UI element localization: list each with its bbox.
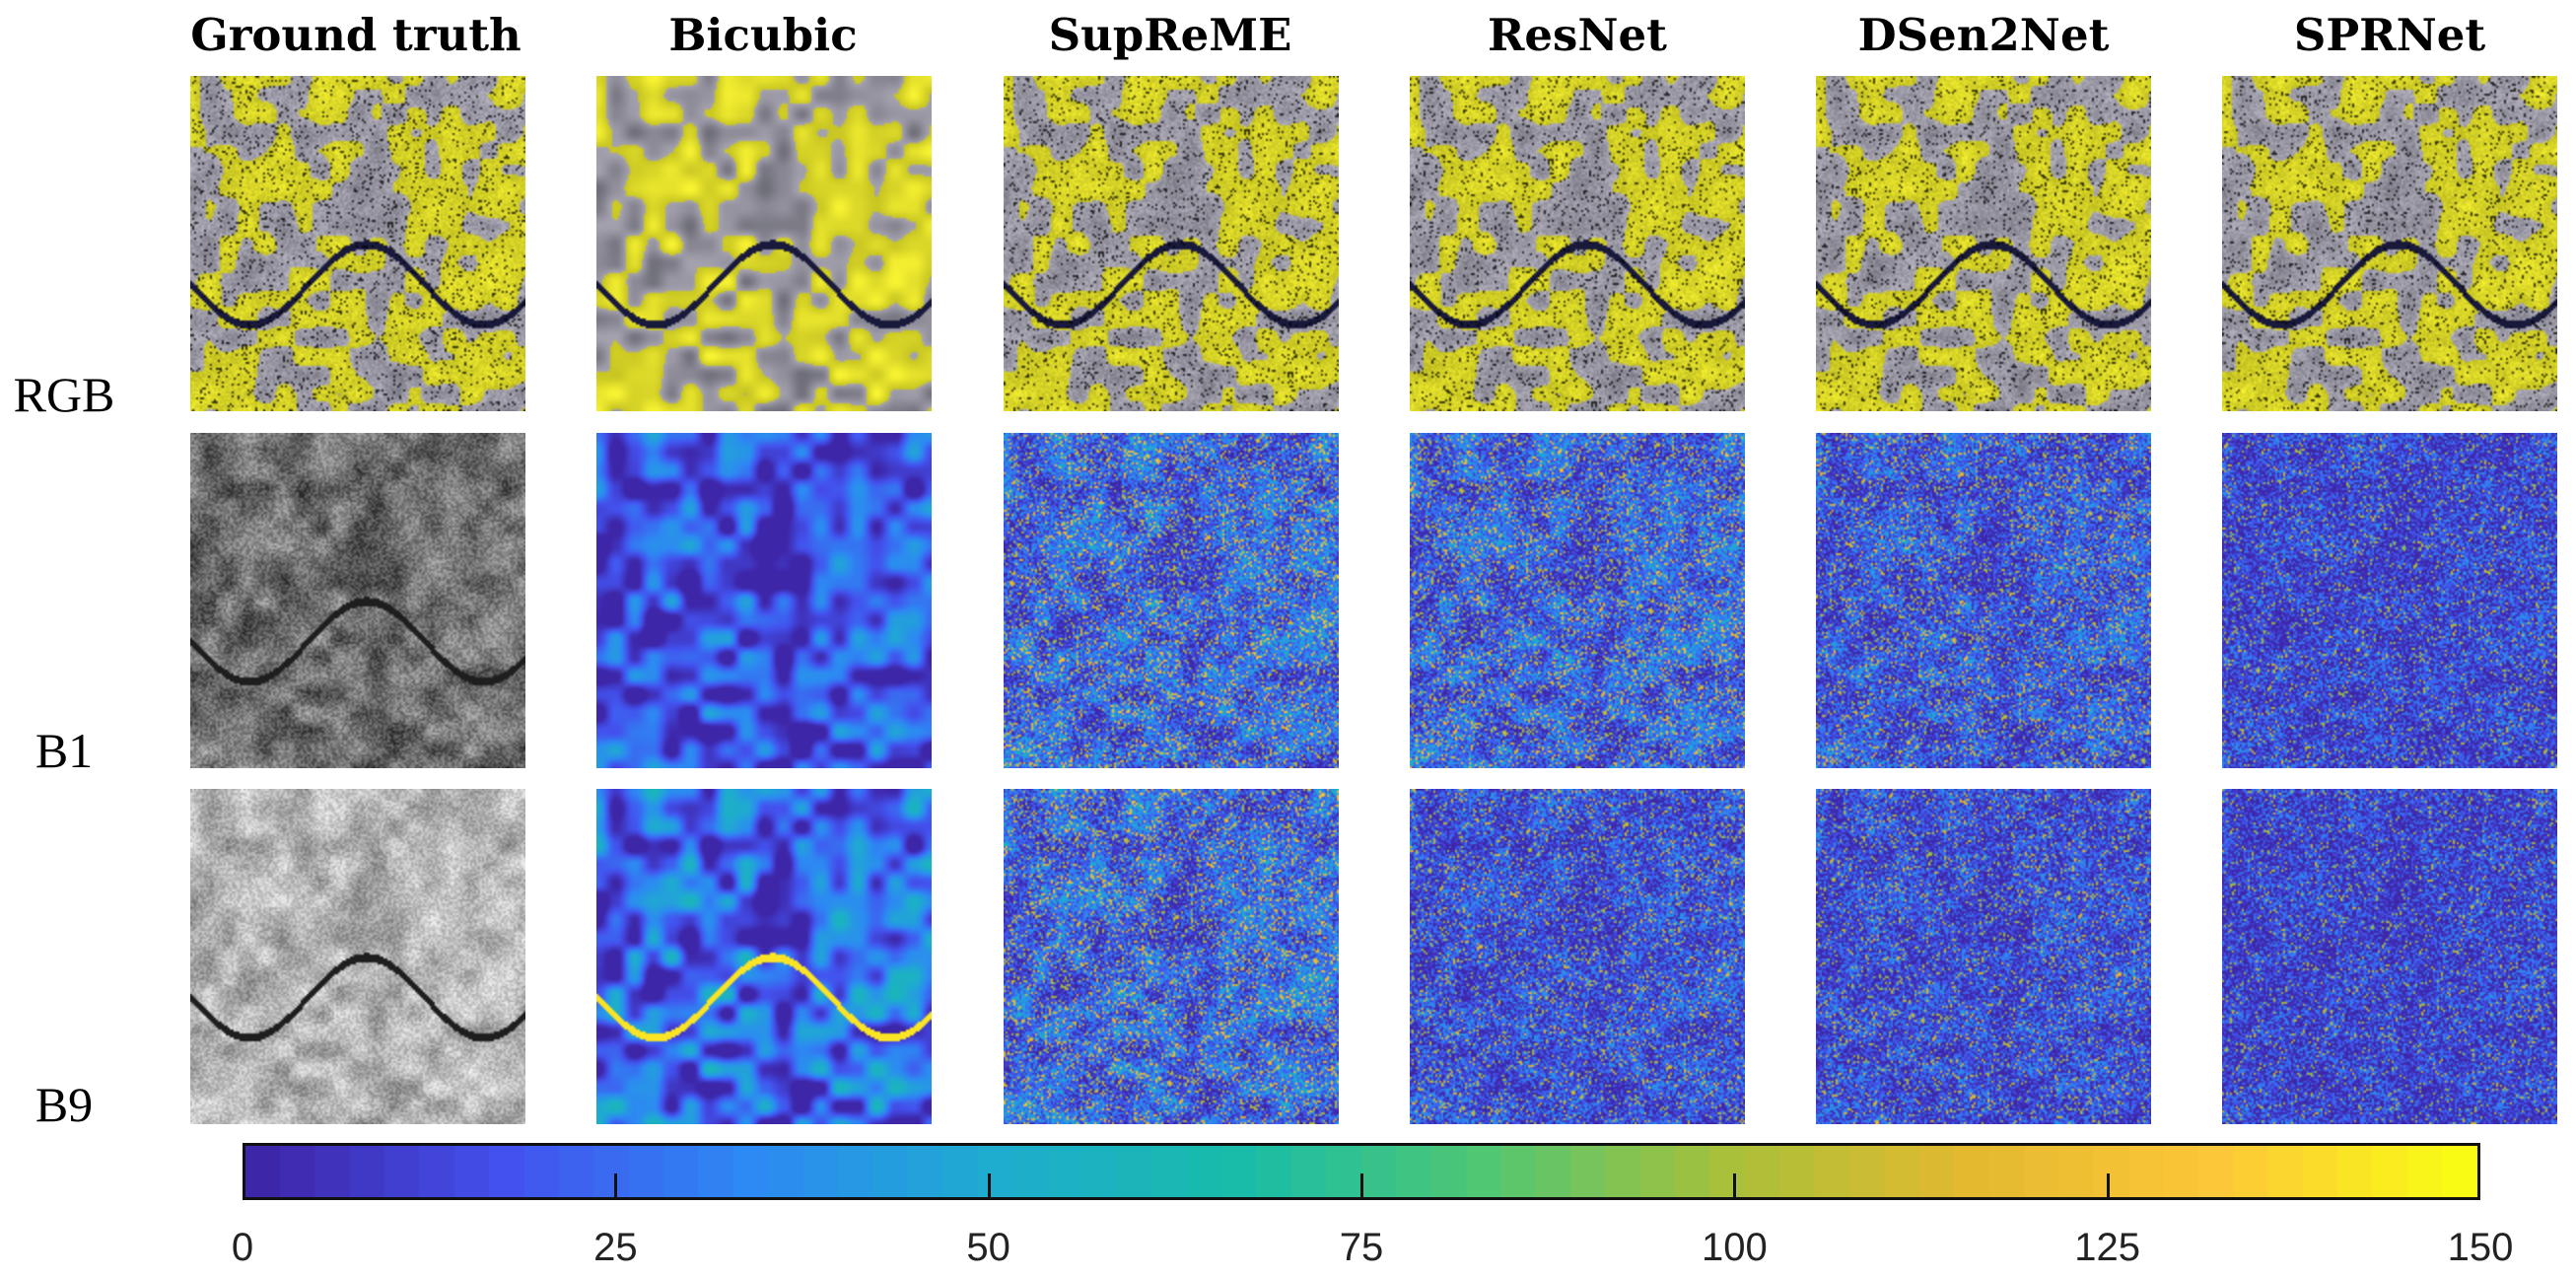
tile-b9-ground-truth	[190, 789, 525, 1124]
column-title-resnet: ResNet	[1488, 9, 1667, 61]
row-label-b1: B1	[35, 723, 94, 778]
row-label-b9: B9	[35, 1077, 94, 1132]
tile-rgb-dsen2net	[1816, 76, 2151, 411]
tile-b9-dsen2net	[1816, 789, 2151, 1124]
column-title-supreme: SupReME	[1048, 9, 1292, 61]
colorbar-tick-125	[2106, 1173, 2110, 1197]
colorbar-tick-label-0: 0	[231, 1226, 254, 1269]
colorbar-frame	[243, 1143, 2480, 1200]
colorbar-tick-25	[614, 1173, 618, 1197]
tile-b9-resnet	[1410, 789, 1745, 1124]
colorbar-tick-50	[987, 1173, 991, 1197]
tile-rgb-resnet	[1410, 76, 1745, 411]
colorbar-tick-100	[1733, 1173, 1737, 1197]
row-label-rgb: RGB	[13, 367, 115, 422]
colorbar-tick-label-100: 100	[1701, 1226, 1768, 1269]
tile-rgb-bicubic	[596, 76, 932, 411]
tile-b1-resnet	[1410, 433, 1745, 768]
colorbar-tick-label-150: 150	[2447, 1226, 2514, 1269]
tile-b9-supreme	[1004, 789, 1339, 1124]
tile-rgb-supreme	[1004, 76, 1339, 411]
tile-b9-bicubic	[596, 789, 932, 1124]
colorbar-tick-label-50: 50	[966, 1226, 1010, 1269]
colorbar-tick-label-25: 25	[593, 1226, 638, 1269]
colorbar-tick-label-75: 75	[1339, 1226, 1384, 1269]
colorbar-tick-label-125: 125	[2074, 1226, 2141, 1269]
column-title-sprnet: SPRNet	[2293, 9, 2486, 61]
tile-b9-sprnet	[2222, 789, 2557, 1124]
tile-rgb-ground-truth	[190, 76, 525, 411]
tile-b1-sprnet	[2222, 433, 2557, 768]
tile-b1-dsen2net	[1816, 433, 2151, 768]
column-title-ground-truth: Ground truth	[190, 9, 522, 61]
tile-b1-ground-truth	[190, 433, 525, 768]
tile-b1-supreme	[1004, 433, 1339, 768]
column-title-dsen2net: DSen2Net	[1857, 9, 2110, 61]
tile-rgb-sprnet	[2222, 76, 2557, 411]
tile-b1-bicubic	[596, 433, 932, 768]
column-title-bicubic: Bicubic	[668, 9, 858, 61]
colorbar-tick-75	[1360, 1173, 1363, 1197]
